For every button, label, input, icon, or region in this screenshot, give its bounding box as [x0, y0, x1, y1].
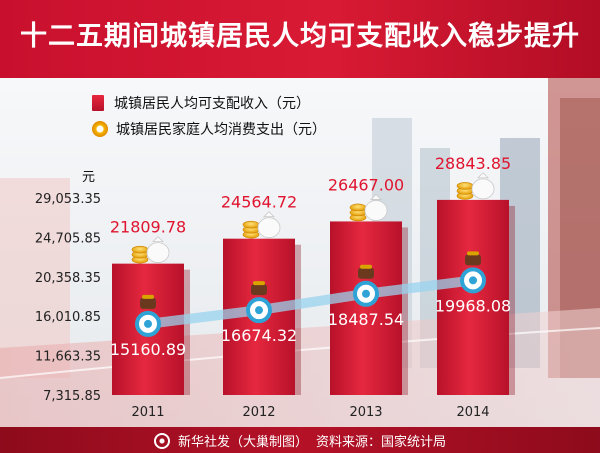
- chart-title: 十二五期间城镇居民人均可支配收入稳步提升: [20, 21, 580, 52]
- x-tick-label: 2014: [456, 405, 489, 420]
- income-bar: [437, 199, 509, 395]
- xinhua-logo-icon: [153, 432, 170, 449]
- x-tick-label: 2013: [349, 405, 382, 420]
- coin-purse-icon: [465, 251, 481, 266]
- coin-purse-icon: [251, 281, 267, 296]
- coin-stack-icon: [131, 245, 149, 264]
- spending-value-label: 18487.54: [328, 310, 404, 329]
- x-tick-label: 2012: [242, 405, 275, 420]
- footer-content: 新华社发（大巢制图） 资料来源：国家统计局: [0, 431, 600, 450]
- money-bag-icon: [257, 211, 281, 239]
- income-bar-shadow: [184, 269, 190, 395]
- income-value-label: 24564.72: [221, 193, 297, 212]
- footer-source: 资料来源：国家统计局: [316, 435, 447, 450]
- spending-value-label: 15160.89: [110, 340, 186, 359]
- y-tick-label: 20,358.35: [35, 271, 101, 286]
- coin-stack-icon: [456, 182, 474, 200]
- spending-marker-center: [255, 306, 263, 315]
- spending-marker-center: [362, 289, 370, 298]
- bar-swatch-icon: [92, 95, 104, 111]
- x-tick-label: 2011: [131, 405, 164, 420]
- income-bar-shadow: [402, 227, 408, 395]
- money-bag-icon: [471, 172, 495, 200]
- footer-agency: 新华社发（大巢制图）: [177, 435, 308, 450]
- footer-bar: 新华社发（大巢制图） 资料来源：国家统计局: [0, 427, 600, 453]
- coin-swatch-icon: [92, 121, 108, 137]
- y-tick-label: 7,315.85: [43, 389, 101, 404]
- legend-label-income: 城镇居民人均可支配收入（元）: [114, 96, 310, 112]
- money-bag-icon: [364, 193, 388, 221]
- y-tick-label: 29,053.35: [35, 192, 101, 207]
- income-bar: [330, 221, 402, 395]
- legend-label-spending: 城镇居民家庭人均消费支出（元）: [116, 122, 326, 138]
- y-tick-label: 16,010.85: [35, 310, 101, 325]
- income-bar-shadow: [509, 205, 515, 395]
- spending-value-label: 19968.08: [435, 296, 511, 315]
- coin-purse-icon: [140, 294, 156, 309]
- legend: 城镇居民人均可支配收入（元） 城镇居民家庭人均消费支出（元）: [92, 90, 326, 142]
- y-tick-label: 24,705.85: [35, 231, 101, 246]
- spending-line: [148, 275, 473, 329]
- legend-item-spending: 城镇居民家庭人均消费支出（元）: [92, 116, 326, 142]
- y-tick-label: 11,663.35: [35, 350, 101, 365]
- spending-marker-center: [469, 276, 477, 285]
- spending-marker-center: [144, 319, 152, 328]
- spending-value-label: 16674.32: [221, 326, 297, 345]
- coin-stack-icon: [242, 220, 260, 239]
- income-value-label: 26467.00: [328, 175, 404, 194]
- y-axis-unit: 元: [82, 170, 96, 185]
- title-bar: 十二五期间城镇居民人均可支配收入稳步提升: [0, 0, 600, 78]
- income-bar-shadow: [295, 244, 301, 395]
- coin-stack-icon: [349, 203, 367, 222]
- income-value-label: 28843.85: [435, 154, 511, 173]
- legend-item-income: 城镇居民人均可支配收入（元）: [92, 90, 326, 116]
- money-bag-icon: [146, 236, 170, 264]
- income-value-label: 21809.78: [110, 218, 186, 237]
- coin-purse-icon: [358, 264, 374, 279]
